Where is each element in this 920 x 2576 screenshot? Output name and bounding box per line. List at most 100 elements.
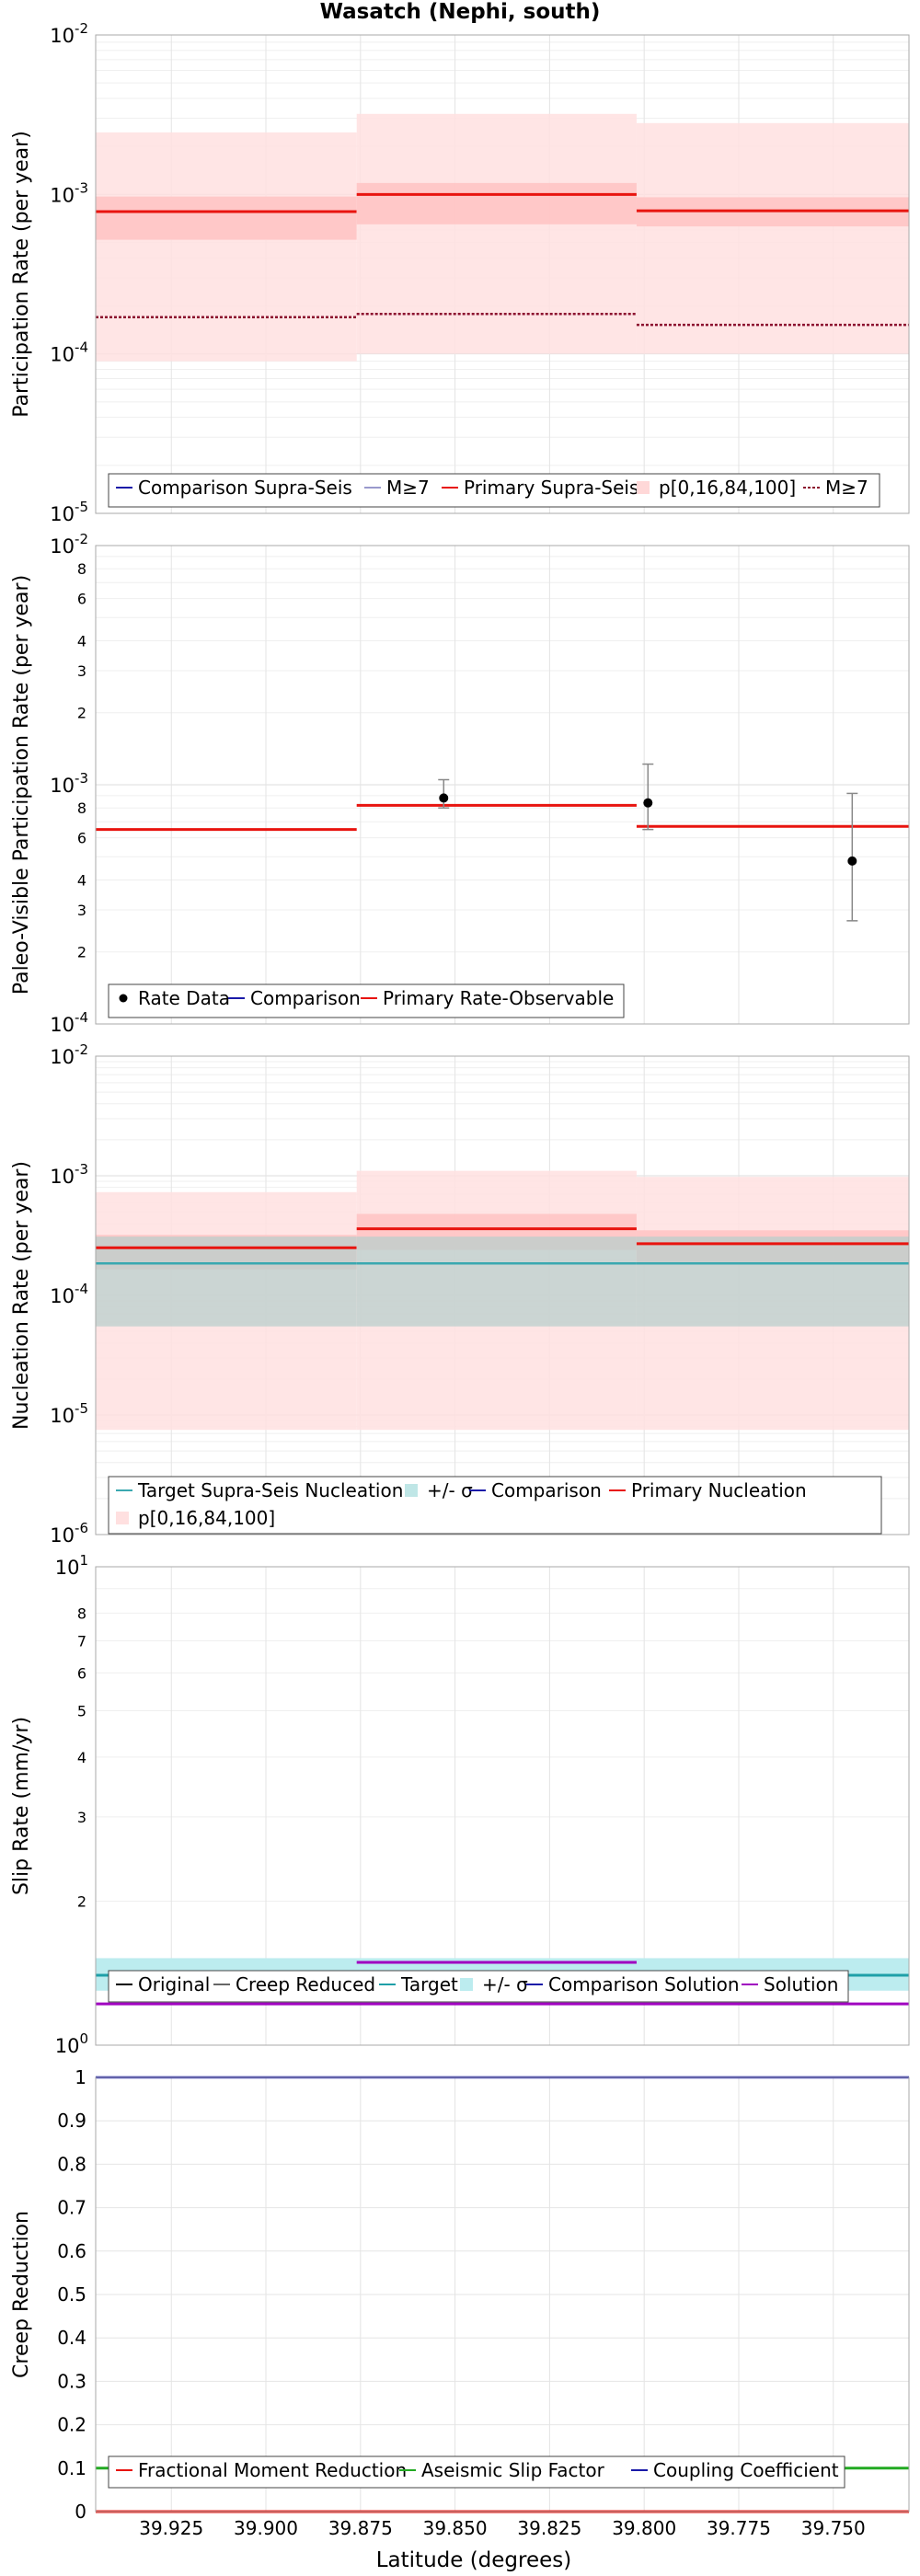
- legend-label: Creep Reduced: [236, 1973, 375, 1995]
- y-tick-exponent: 0: [79, 2030, 88, 2047]
- x-tick-label: 39.925: [139, 2517, 203, 2539]
- y-tick-exponent: -2: [75, 531, 88, 547]
- legend-box: [108, 2455, 845, 2489]
- y-tick-label: 1: [75, 2066, 86, 2088]
- y-tick-label: 0: [75, 2501, 86, 2523]
- y-tick-base: 10: [50, 535, 75, 558]
- y-tick-label: 101: [55, 1552, 88, 1579]
- y-tick-exponent: -3: [75, 179, 88, 196]
- legend-label: Primary Nucleation: [631, 1479, 807, 1501]
- plot-frame: [95, 2076, 910, 2513]
- legend-label: Comparison Solution: [548, 1973, 740, 1995]
- x-tick-label: 39.825: [517, 2517, 581, 2539]
- legend-label: +/- σ: [427, 1479, 473, 1501]
- y-tick-exponent: -2: [75, 1041, 88, 1058]
- legend-label: M≥7: [825, 477, 868, 499]
- legend-label: Coupling Coefficient: [653, 2459, 839, 2481]
- y-tick-label: 10-4: [50, 339, 88, 366]
- legend-label: Fractional Moment Reduction: [138, 2459, 407, 2481]
- plot-frame: [95, 545, 910, 1025]
- p0-100-band: [356, 113, 637, 354]
- x-tick-label: 39.775: [707, 2517, 771, 2539]
- legend-swatch: [460, 1978, 473, 1991]
- y-tick-label: 10-5: [50, 1400, 88, 1427]
- y-tick-base: 10: [50, 1166, 75, 1188]
- y-minor-tick-label: 4: [77, 871, 86, 889]
- y-axis-label: Creep Reduction: [10, 2211, 33, 2378]
- x-tick-label: 39.800: [612, 2517, 676, 2539]
- rate-data-point: [439, 793, 449, 803]
- y-minor-tick-label: 5: [77, 1703, 86, 1720]
- y-tick-label: 10-4: [50, 1281, 88, 1307]
- y-axis-label: Participation Rate (per year): [10, 131, 33, 418]
- y-tick-exponent: -2: [75, 20, 88, 37]
- x-tick-label: 39.850: [423, 2517, 488, 2539]
- plot-frame: [95, 1566, 910, 2046]
- y-tick-base: 10: [50, 775, 75, 797]
- y-tick-base: 10: [50, 1046, 75, 1068]
- x-tick-label: 39.750: [801, 2517, 866, 2539]
- y-tick-label: 0.8: [57, 2153, 86, 2175]
- y-tick-exponent: -4: [75, 1009, 88, 1026]
- y-minor-tick-label: 2: [77, 944, 86, 961]
- legend-box: [108, 1970, 849, 2003]
- sigma-band: [356, 1236, 637, 1327]
- rate-data-point: [643, 798, 653, 808]
- y-tick-exponent: -5: [75, 499, 88, 515]
- legend-label: Comparison: [250, 987, 361, 1009]
- legend-label: p[0,16,84,100]: [659, 477, 796, 499]
- y-tick-label: 0.2: [57, 2414, 86, 2436]
- x-axis-label: Latitude (degrees): [376, 2548, 572, 2572]
- sigma-band: [96, 1236, 357, 1327]
- y-tick-label: 10-2: [50, 20, 88, 47]
- plot-frame: [95, 1055, 910, 1535]
- y-tick-label: 10-5: [50, 499, 88, 525]
- y-tick-label: 0.1: [57, 2457, 86, 2479]
- y-tick-exponent: -3: [75, 770, 88, 787]
- y-tick-label: 10-3: [50, 179, 88, 206]
- legend-swatch: [119, 994, 128, 1003]
- y-tick-base: 10: [50, 344, 75, 366]
- y-minor-tick-label: 8: [77, 560, 86, 578]
- legend-label: Aseismic Slip Factor: [421, 2459, 605, 2481]
- legend-label: Target: [400, 1973, 458, 1995]
- legend-label: Primary Rate-Observable: [383, 987, 614, 1009]
- y-minor-tick-label: 8: [77, 799, 86, 817]
- y-tick-label: 0.7: [57, 2197, 86, 2219]
- y-minor-tick-label: 6: [77, 1664, 86, 1682]
- y-tick-exponent: 1: [79, 1552, 88, 1569]
- y-tick-exponent: -4: [75, 1281, 88, 1297]
- y-minor-tick-label: 4: [77, 1749, 86, 1766]
- legend-label: Primary Supra-Seis: [464, 477, 638, 499]
- y-minor-tick-label: 6: [77, 591, 86, 608]
- y-tick-base: 10: [50, 25, 75, 47]
- y-tick-label: 10-6: [50, 1520, 88, 1547]
- legend-label: Target Supra-Seis Nucleation: [137, 1479, 403, 1501]
- legend-label: +/- σ: [482, 1973, 528, 1995]
- y-tick-base: 10: [50, 1285, 75, 1307]
- y-tick-label: 10-2: [50, 531, 88, 558]
- y-minor-tick-label: 7: [77, 1633, 86, 1650]
- y-minor-tick-label: 2: [77, 705, 86, 722]
- y-minor-tick-label: 3: [77, 662, 86, 680]
- p0-100-band: [96, 132, 357, 362]
- y-tick-exponent: -4: [75, 339, 88, 356]
- y-axis-label: Slip Rate (mm/yr): [10, 1717, 33, 1895]
- legend-box: [108, 983, 625, 1018]
- y-tick-label: 10-3: [50, 770, 88, 797]
- y-minor-tick-label: 8: [77, 1604, 86, 1622]
- y-tick-base: 10: [50, 1405, 75, 1427]
- legend-swatch: [637, 481, 650, 494]
- y-axis-label: Nucleation Rate (per year): [10, 1161, 33, 1430]
- y-tick-base: 10: [50, 184, 75, 206]
- y-minor-tick-label: 2: [77, 1892, 86, 1910]
- y-tick-base: 10: [55, 2035, 80, 2057]
- y-minor-tick-label: 6: [77, 830, 86, 847]
- y-tick-label: 10-3: [50, 1161, 88, 1188]
